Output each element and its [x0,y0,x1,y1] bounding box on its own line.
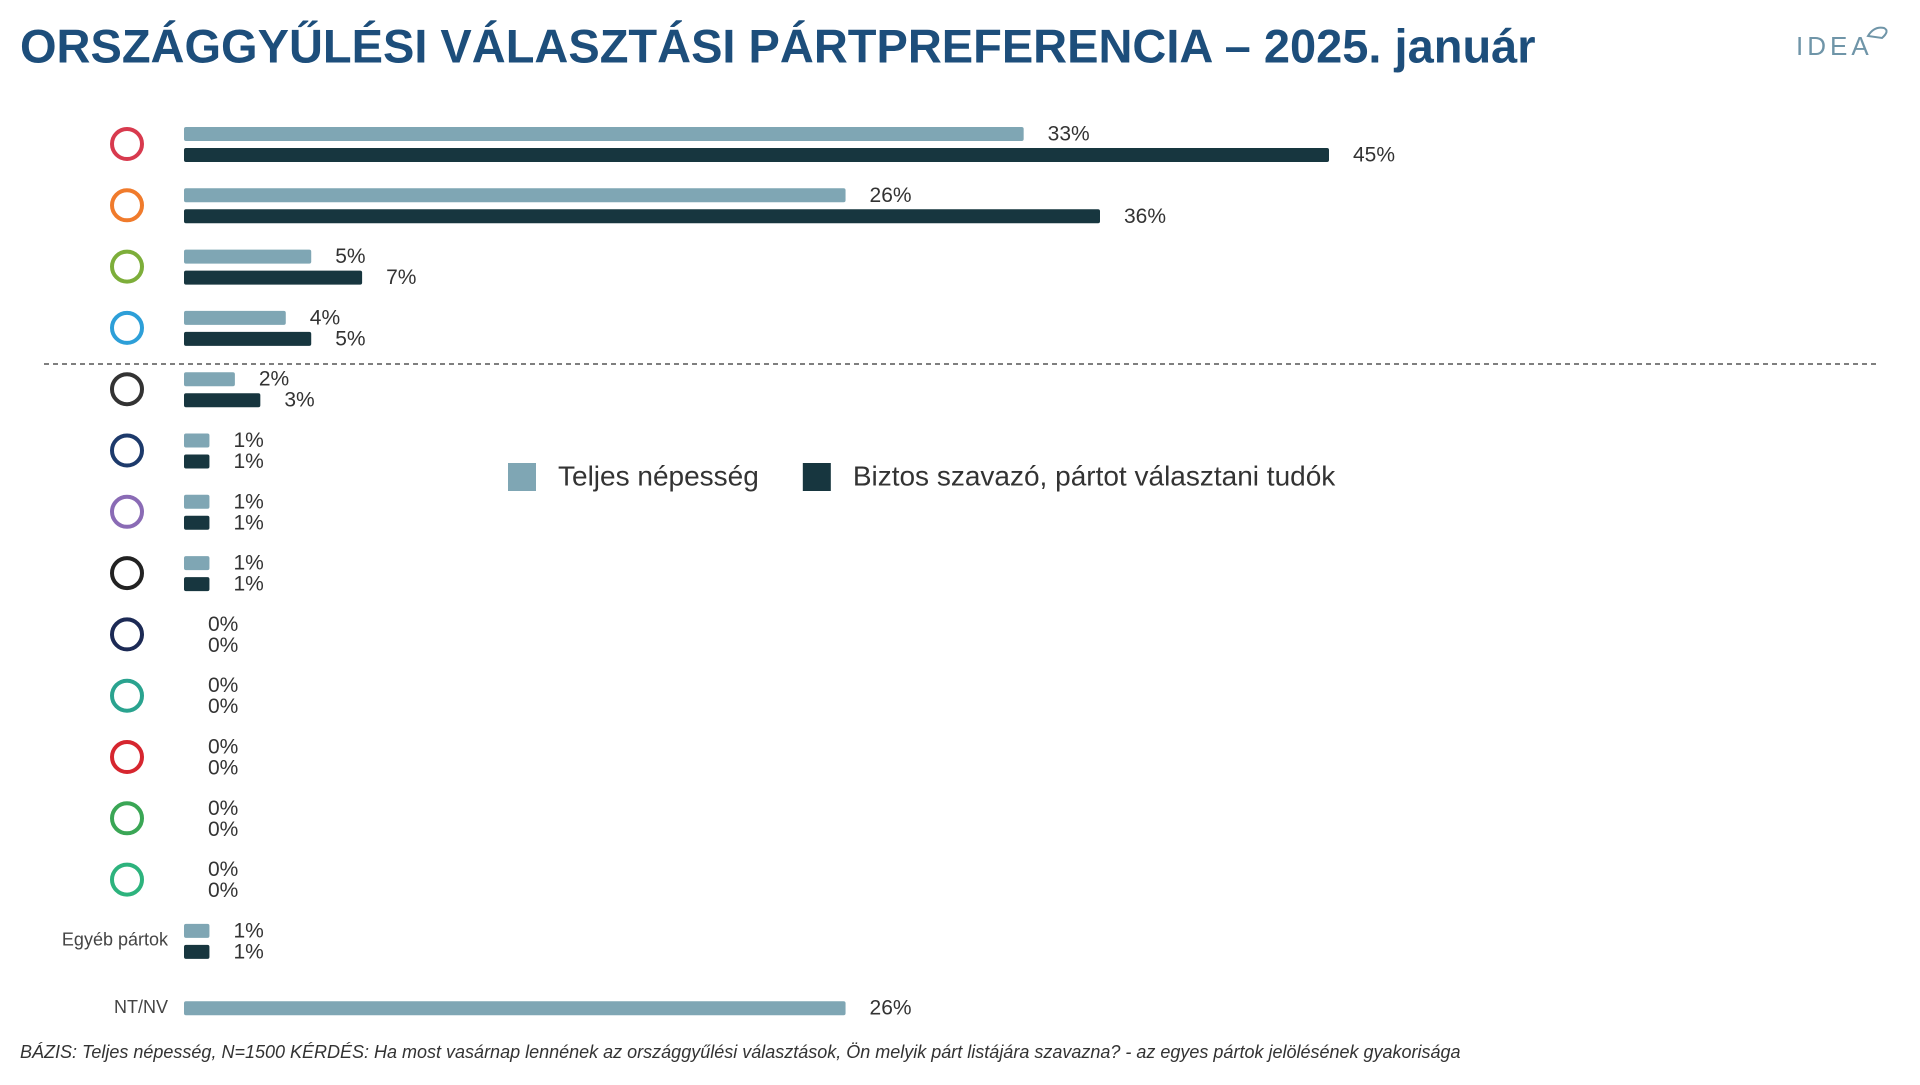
legend-swatch [802,463,831,491]
footnote: BÁZIS: Teljes népesség, N=1500 KÉRDÉS: H… [20,1042,1461,1062]
value-label: 1% [233,429,263,452]
bar [184,310,286,325]
value-label: 5% [335,245,365,268]
category-label: Egyéb pártok [62,930,169,950]
category-label: NT/NV [114,997,168,1017]
brand-logo: IDEA [1796,31,1873,61]
legend-label: Biztos szavazó, pártot választani tudók [853,460,1336,491]
party-logo [110,740,144,774]
bar [184,393,261,408]
bar [184,148,1329,162]
value-label: 0% [208,757,238,780]
value-label: 45% [1353,144,1395,167]
bar [184,556,210,571]
bar [184,127,1024,141]
legend-label: Teljes népesség [558,460,759,491]
bar [184,331,312,346]
bar [184,372,235,387]
party-logo [110,494,144,529]
value-label: 3% [284,389,314,412]
value-label: 0% [208,736,238,759]
value-label: 0% [208,613,238,636]
value-label: 36% [1124,205,1166,228]
bar [184,577,210,592]
party-logo [110,862,144,897]
brand-swoosh [1866,26,1888,40]
party-logo [110,678,144,713]
value-label: 4% [310,306,340,329]
value-label: 0% [208,797,238,820]
party-logo [110,249,144,284]
value-label: 2% [259,368,289,391]
party-logo [110,188,144,223]
bar [184,494,210,509]
value-label: 0% [208,674,238,697]
value-label: 0% [208,879,238,902]
bar [184,433,210,448]
value-label: 0% [208,858,238,881]
value-label: 0% [208,818,238,841]
value-label: 1% [233,919,263,942]
party-logo [110,372,144,407]
value-label: 0% [208,634,238,657]
chart-title: ORSZÁGGYŰLÉSI VÁLASZTÁSI PÁRTPREFERENCIA… [20,19,1536,72]
bar [184,454,210,469]
bar [184,188,846,203]
bar [184,944,210,959]
bar [184,1001,846,1016]
value-label: 1% [233,490,263,513]
value-label: 1% [233,573,263,596]
value-label: 1% [233,511,263,534]
bar [184,270,363,285]
bar [184,209,1100,224]
party-logo [110,801,144,836]
value-label: 26% [870,184,912,207]
bar [184,515,210,530]
party-logo [110,617,144,652]
legend-swatch [508,463,536,491]
value-label: 26% [870,997,912,1020]
value-label: 1% [233,552,263,575]
value-label: 0% [208,695,238,718]
party-logo [110,310,144,345]
party-logo [110,433,144,468]
bar [184,249,312,264]
value-label: 5% [335,327,365,350]
value-label: 7% [386,266,416,289]
value-label: 1% [233,940,263,963]
value-label: 1% [233,450,263,473]
bar [184,923,210,938]
party-logo [110,556,144,591]
party-logo [110,127,144,161]
value-label: 33% [1048,123,1090,146]
